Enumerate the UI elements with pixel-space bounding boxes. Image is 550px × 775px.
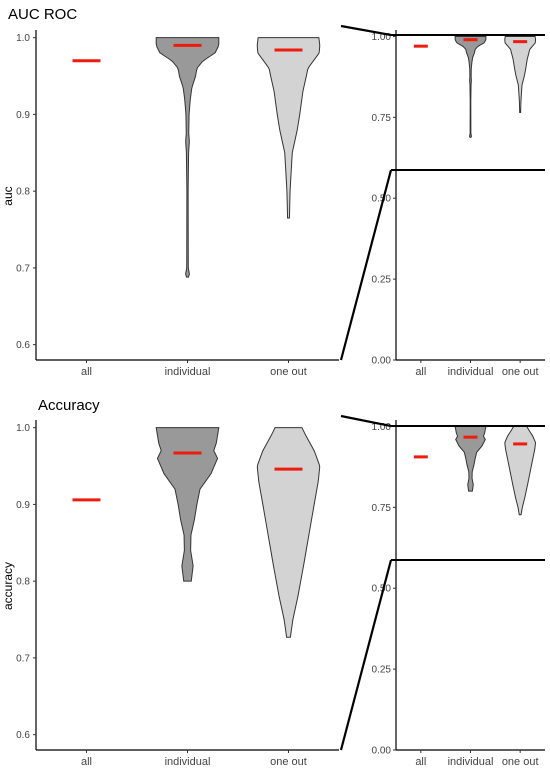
main-y-tick-label: 0.7 — [16, 263, 30, 274]
main-y-tick-label: 0.9 — [16, 110, 30, 121]
inset-x-tick-label: all — [415, 756, 426, 768]
zoom-connector-upper — [340, 24, 392, 37]
violin-individual — [155, 37, 220, 278]
main-x-tick-label: individual — [165, 366, 211, 378]
main-x-tick-label: all — [81, 366, 92, 378]
violin-one-out — [256, 37, 321, 219]
inset-violin-one-out — [504, 35, 537, 113]
main-x-tick-label: individual — [165, 756, 211, 768]
inset-violin-one-out — [504, 425, 537, 516]
inset-y-tick-label: 1.00 — [372, 32, 392, 43]
zoom-connector-upper — [340, 414, 392, 428]
inset-y-tick-label: 0.50 — [372, 584, 392, 595]
inset-y-tick-label: 0.25 — [372, 665, 392, 676]
inset-y-tick-label: 1.00 — [372, 422, 392, 433]
main-x-tick-label: one out — [270, 756, 307, 768]
inset-x-tick-label: all — [415, 366, 426, 378]
main-y-tick-label: 0.8 — [16, 577, 30, 588]
panel-accuracy: Accuracy accuracy 0.6 0.7 0.8 0.9 1.0 all indivi… — [1, 397, 545, 768]
violin-individual — [155, 427, 220, 582]
main-y-tick-label: 0.6 — [16, 340, 30, 351]
inset-y-tick-label: 0.00 — [372, 746, 392, 757]
violin-one-out — [256, 427, 321, 638]
inset-x-tick-label: one out — [502, 756, 539, 768]
main-x-tick-label: all — [81, 756, 92, 768]
main-y-tick-label: 0.9 — [16, 500, 30, 511]
main-y-tick-label: 1.0 — [16, 423, 30, 434]
zoom-connector-lower — [339, 169, 393, 361]
panel-auc-roc: AUC ROC auc 0.6 0.7 0.8 0.9 1.0 all individual on… — [1, 6, 545, 378]
main-y-tick-label: 0.6 — [16, 730, 30, 741]
main-x-tick-label: one out — [270, 366, 307, 378]
inset-y-tick-label: 0.75 — [372, 503, 392, 514]
inset-y-tick-label: 0.00 — [372, 356, 392, 367]
inset-y-tick-label: 0.75 — [372, 113, 392, 124]
y-axis-label: accuracy — [1, 562, 15, 610]
inset-x-tick-label: individual — [448, 756, 494, 768]
panel-title: Accuracy — [38, 397, 100, 414]
inset-y-tick-label: 0.50 — [372, 194, 392, 205]
inset-x-tick-label: one out — [502, 366, 539, 378]
main-y-tick-label: 1.0 — [16, 33, 30, 44]
main-y-tick-label: 0.8 — [16, 187, 30, 198]
main-y-tick-label: 0.7 — [16, 653, 30, 664]
inset-y-tick-label: 0.25 — [372, 275, 392, 286]
inset-x-tick-label: individual — [448, 366, 494, 378]
inset-violin-individual — [454, 35, 487, 138]
zoom-connector-lower — [339, 559, 393, 751]
panel-title: AUC ROC — [8, 6, 77, 23]
y-axis-label: auc — [1, 186, 15, 205]
